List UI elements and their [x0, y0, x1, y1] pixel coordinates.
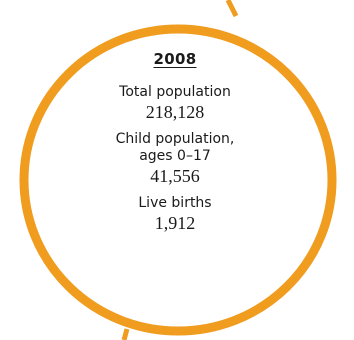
stat-label-child-population: Child population, ages 0–17 — [110, 131, 240, 165]
stat-value-child-population: 41,556 — [85, 165, 265, 187]
connector-line-bottom — [124, 329, 127, 340]
stats-content: 2008 Total population 218,128 Child popu… — [85, 40, 265, 234]
year-heading: 2008 — [85, 50, 265, 68]
stat-value-total-population: 218,128 — [85, 101, 265, 123]
stat-value-live-births: 1,912 — [85, 212, 265, 234]
stat-label-live-births: Live births — [85, 195, 265, 212]
stat-label-total-population: Total population — [85, 84, 265, 101]
connector-line-top — [228, 0, 236, 16]
